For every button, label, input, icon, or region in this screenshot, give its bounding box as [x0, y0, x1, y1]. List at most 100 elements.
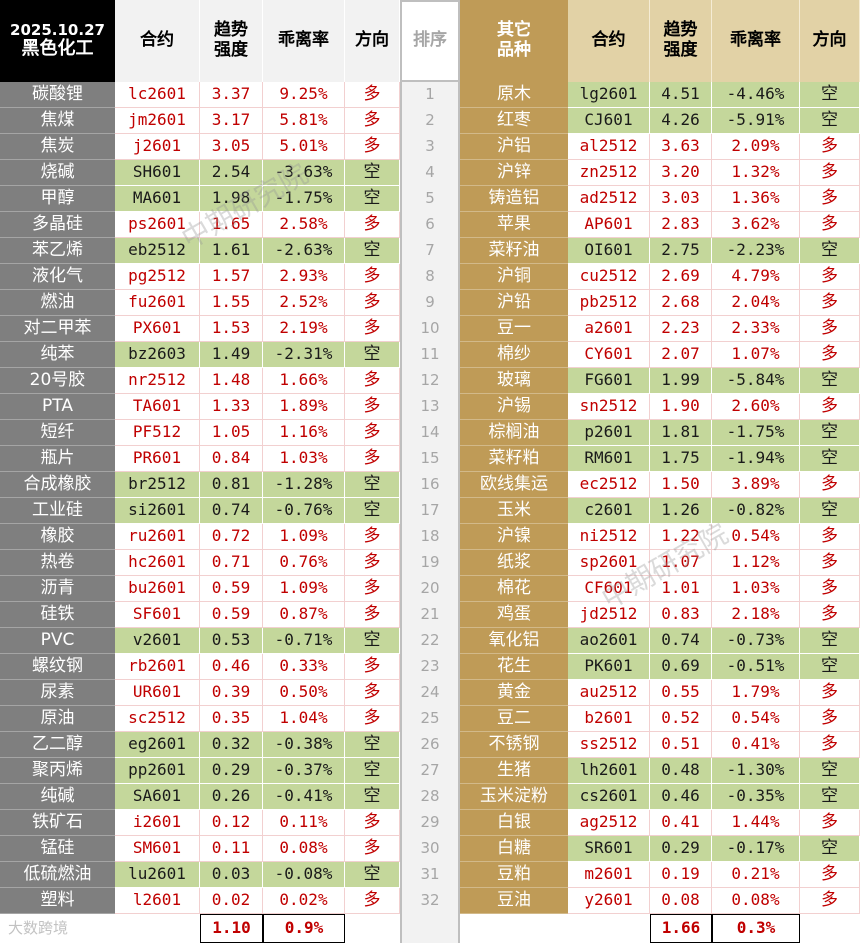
deviation: 1.09%: [263, 576, 345, 602]
contract: eb2512: [115, 238, 200, 264]
name: 热卷: [0, 550, 115, 576]
deviation: 5.01%: [263, 134, 345, 160]
strength: 0.19: [650, 862, 712, 888]
strength: 1.61: [200, 238, 263, 264]
contract: lu2601: [115, 862, 200, 888]
footer-strength: 1.66: [650, 914, 712, 943]
name: 硅铁: [0, 602, 115, 628]
deviation: -2.31%: [263, 342, 345, 368]
contract: ss2512: [568, 732, 650, 758]
contract: SM601: [115, 836, 200, 862]
contract: eg2601: [115, 732, 200, 758]
contract: cs2601: [568, 784, 650, 810]
name: 工业硅: [0, 498, 115, 524]
name: 20号胶: [0, 368, 115, 394]
direction: 多: [800, 290, 860, 316]
direction: 空: [345, 238, 400, 264]
contract: CF601: [568, 576, 650, 602]
strength: 1.75: [650, 446, 712, 472]
strength: 1.22: [650, 524, 712, 550]
deviation: -1.75%: [712, 420, 800, 446]
deviation: 3.89%: [712, 472, 800, 498]
direction: 多: [345, 524, 400, 550]
direction: 空: [800, 836, 860, 862]
contract: a2601: [568, 316, 650, 342]
contract: lg2601: [568, 82, 650, 108]
strength: 1.07: [650, 550, 712, 576]
name: 红枣: [460, 108, 568, 134]
deviation: -0.82%: [712, 498, 800, 524]
name: 生猪: [460, 758, 568, 784]
deviation: 2.19%: [263, 316, 345, 342]
deviation: -1.30%: [712, 758, 800, 784]
deviation: -0.17%: [712, 836, 800, 862]
footer-strength: 1.10: [200, 914, 263, 943]
contract: SF601: [115, 602, 200, 628]
direction: 多: [800, 576, 860, 602]
deviation: 2.18%: [712, 602, 800, 628]
contract: ao2601: [568, 628, 650, 654]
name: 白银: [460, 810, 568, 836]
direction: 多: [800, 680, 860, 706]
strength: 2.75: [650, 238, 712, 264]
direction: 多: [345, 108, 400, 134]
deviation: 0.76%: [263, 550, 345, 576]
strength: 0.74: [650, 628, 712, 654]
contract: PK601: [568, 654, 650, 680]
direction: 多: [345, 264, 400, 290]
name: 碳酸锂: [0, 82, 115, 108]
strength: 0.11: [200, 836, 263, 862]
direction: 多: [345, 82, 400, 108]
deviation: -2.63%: [263, 238, 345, 264]
contract: CJ601: [568, 108, 650, 134]
deviation: 1.32%: [712, 160, 800, 186]
rank: 18: [400, 524, 460, 550]
contract: rb2601: [115, 654, 200, 680]
contract: OI601: [568, 238, 650, 264]
strength: 1.81: [650, 420, 712, 446]
strength: 1.26: [650, 498, 712, 524]
direction: 多: [345, 602, 400, 628]
deviation: -0.41%: [263, 784, 345, 810]
deviation: 1.03%: [712, 576, 800, 602]
deviation: -5.84%: [712, 368, 800, 394]
contract: l2601: [115, 888, 200, 914]
rank: 17: [400, 498, 460, 524]
direction: 多: [345, 706, 400, 732]
strength: 3.20: [650, 160, 712, 186]
contract: zn2512: [568, 160, 650, 186]
strength: 3.03: [650, 186, 712, 212]
contract: b2601: [568, 706, 650, 732]
direction: 空: [800, 446, 860, 472]
name: 玉米: [460, 498, 568, 524]
contract: ad2512: [568, 186, 650, 212]
strength: 2.83: [650, 212, 712, 238]
strength: 1.53: [200, 316, 263, 342]
strength: 1.90: [650, 394, 712, 420]
name: 玉米淀粉: [460, 784, 568, 810]
deviation: -0.71%: [263, 628, 345, 654]
strength: 0.59: [200, 576, 263, 602]
contract: RM601: [568, 446, 650, 472]
name: 豆粕: [460, 862, 568, 888]
name: 多晶硅: [0, 212, 115, 238]
contract: TA601: [115, 394, 200, 420]
rank: 22: [400, 628, 460, 654]
direction: 空: [800, 82, 860, 108]
direction: 空: [800, 420, 860, 446]
direction: 多: [800, 134, 860, 160]
strength: 0.74: [200, 498, 263, 524]
name: 苯乙烯: [0, 238, 115, 264]
strength: 0.35: [200, 706, 263, 732]
rank: 8: [400, 264, 460, 290]
direction: 空: [800, 368, 860, 394]
contract: SR601: [568, 836, 650, 862]
name: 菜籽粕: [460, 446, 568, 472]
strength: 0.72: [200, 524, 263, 550]
deviation: 0.54%: [712, 524, 800, 550]
name: 锰硅: [0, 836, 115, 862]
deviation: 1.16%: [263, 420, 345, 446]
direction: 多: [800, 732, 860, 758]
deviation: -0.37%: [263, 758, 345, 784]
name: 瓶片: [0, 446, 115, 472]
